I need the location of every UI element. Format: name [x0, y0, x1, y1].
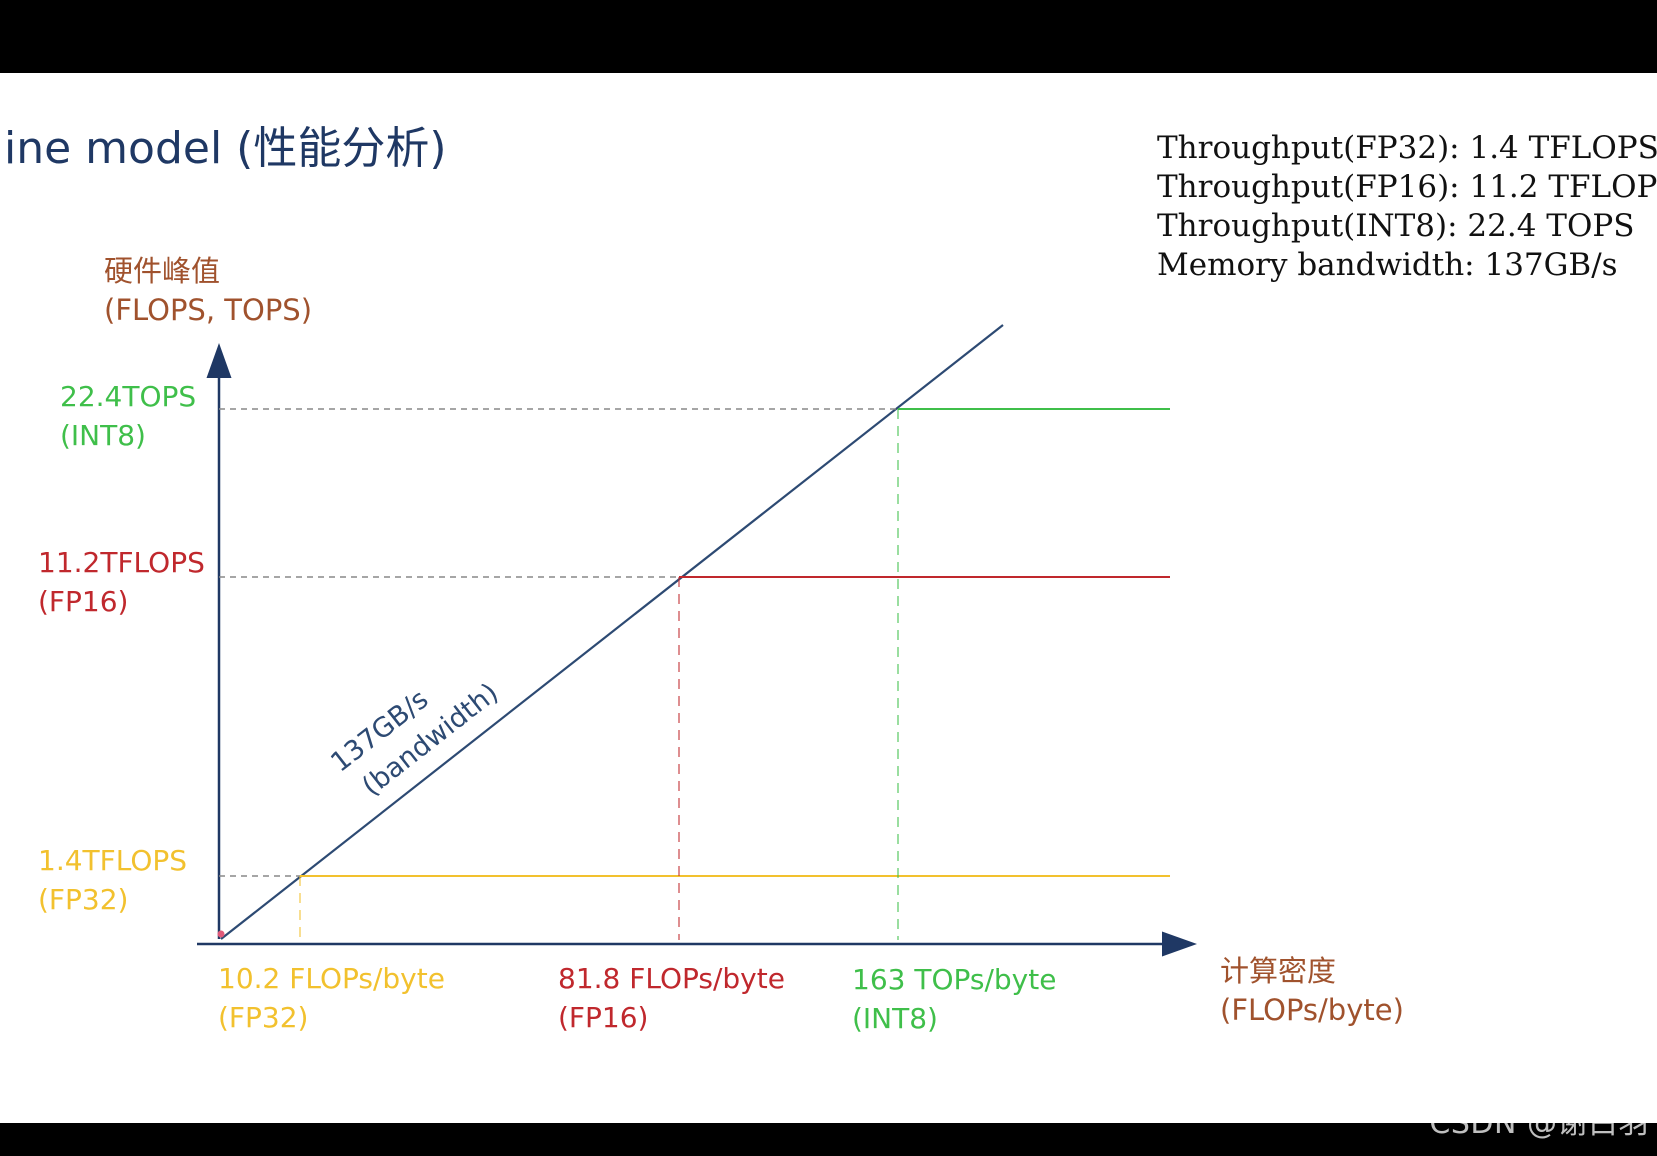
spec-fp32: Throughput(FP32): 1.4 TFLOPS	[1157, 130, 1657, 166]
x-tick-label-fp16-1: 81.8 FLOPs/byte	[558, 962, 785, 995]
spec-bandwidth: Memory bandwidth: 137GB/s	[1157, 247, 1618, 283]
x-tick-label-int8-2: (INT8)	[852, 1002, 938, 1035]
y-tick-label-fp32-1: 1.4TFLOPS	[38, 844, 187, 877]
x-axis-title-line2: (FLOPs/byte)	[1220, 993, 1404, 1027]
y-tick-label-fp32-2: (FP32)	[38, 883, 128, 916]
y-axis-title: 硬件峰值 (FLOPS, TOPS)	[104, 254, 312, 327]
y-axis-title-line1: 硬件峰值	[104, 254, 220, 288]
y-tick-label-int8-1: 22.4TOPS	[60, 380, 196, 413]
watermark: CSDN @谢白羽	[1429, 1106, 1649, 1141]
specs-block: Throughput(FP32): 1.4 TFLOPS Throughput(…	[1157, 130, 1657, 283]
spec-int8: Throughput(INT8): 22.4 TOPS	[1157, 208, 1635, 244]
bandwidth-line	[220, 324, 1004, 940]
series-fp16: 11.2TFLOPS (FP16) 81.8 FLOPs/byte (FP16)	[38, 546, 1170, 1034]
roofline-chart: ine model (性能分析) Throughput(FP32): 1.4 T…	[4, 123, 1657, 1035]
origin-dot	[217, 930, 225, 938]
series-fp32: 1.4TFLOPS (FP32) 10.2 FLOPs/byte (FP32)	[38, 844, 1170, 1034]
slide: ine model (性能分析) Throughput(FP32): 1.4 T…	[0, 73, 1657, 1123]
bandwidth-label: 137GB/s (bandwidth)	[325, 677, 504, 802]
x-axis-title: 计算密度 (FLOPs/byte)	[1220, 954, 1404, 1027]
x-tick-label-fp16-2: (FP16)	[558, 1001, 648, 1034]
y-axis-title-line2: (FLOPS, TOPS)	[104, 293, 312, 327]
x-tick-label-int8-1: 163 TOPs/byte	[852, 963, 1056, 996]
spec-fp16: Throughput(FP16): 11.2 TFLOPS	[1157, 169, 1657, 205]
y-tick-label-int8-2: (INT8)	[60, 419, 146, 452]
slide-title: ine model (性能分析)	[4, 123, 447, 174]
y-tick-label-fp16-2: (FP16)	[38, 585, 128, 618]
series-int8: 22.4TOPS (INT8) 163 TOPs/byte (INT8)	[60, 380, 1170, 1035]
x-tick-label-fp32-1: 10.2 FLOPs/byte	[218, 962, 445, 995]
x-axis-title-line1: 计算密度	[1220, 954, 1336, 988]
series-layer: 1.4TFLOPS(FP32)10.2 FLOPs/byte(FP32)11.2…	[38, 380, 1170, 1035]
y-tick-label-fp16-1: 11.2TFLOPS	[38, 546, 205, 579]
x-tick-label-fp32-2: (FP32)	[218, 1001, 308, 1034]
